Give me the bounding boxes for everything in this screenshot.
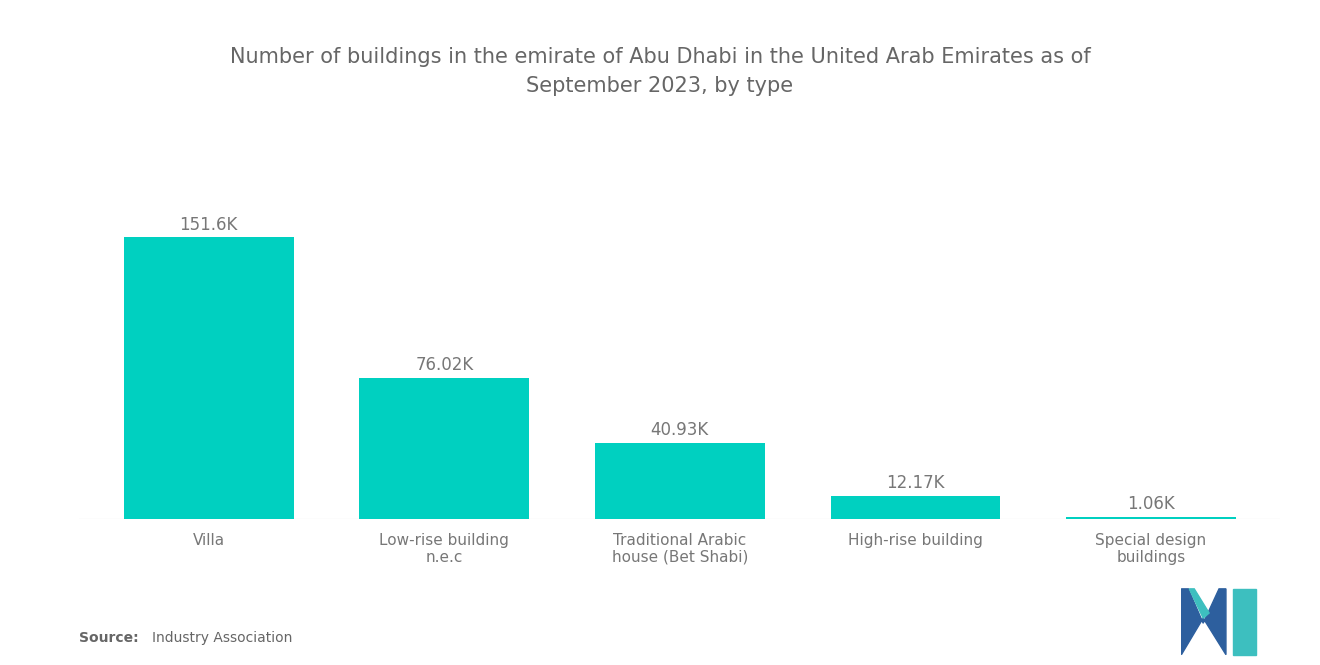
Bar — [595, 443, 764, 519]
Text: Source:: Source: — [79, 631, 139, 645]
Polygon shape — [1181, 589, 1226, 654]
Text: 151.6K: 151.6K — [180, 215, 238, 234]
Text: Number of buildings in the emirate of Abu Dhabi in the United Arab Emirates as o: Number of buildings in the emirate of Ab… — [230, 47, 1090, 96]
Text: Industry Association: Industry Association — [152, 631, 292, 645]
Bar — [359, 378, 529, 519]
Text: 76.02K: 76.02K — [416, 356, 474, 374]
Polygon shape — [1189, 589, 1209, 618]
Text: 12.17K: 12.17K — [886, 474, 945, 492]
Text: 1.06K: 1.06K — [1127, 495, 1175, 513]
Bar — [124, 237, 293, 519]
Text: 40.93K: 40.93K — [651, 421, 709, 439]
Polygon shape — [1233, 589, 1255, 654]
Bar — [830, 496, 1001, 519]
Bar — [1067, 517, 1236, 519]
